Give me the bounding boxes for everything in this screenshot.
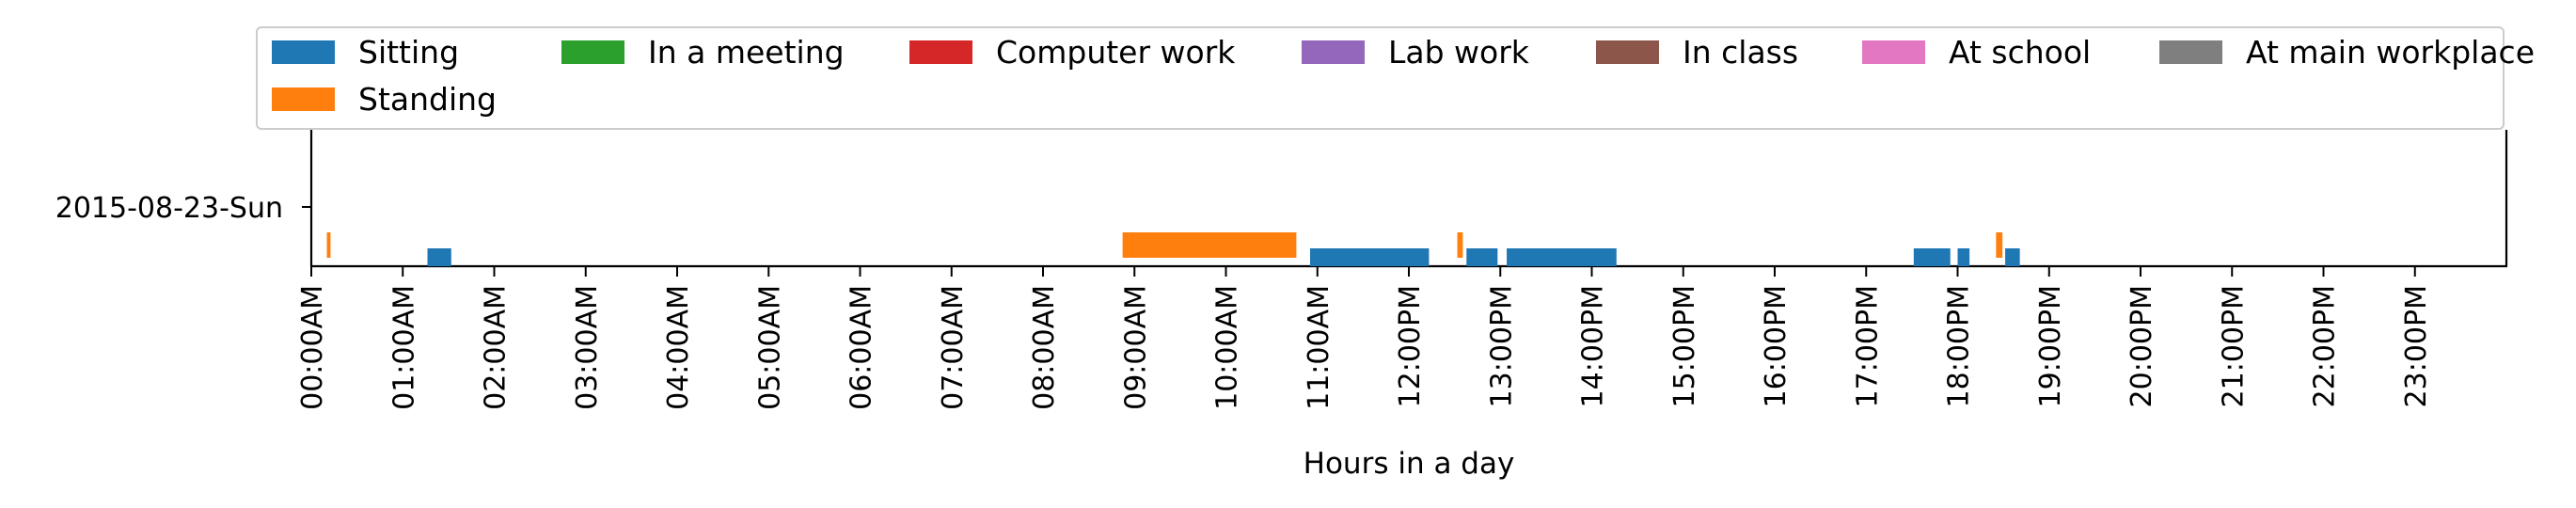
x-tick-label: 05:00AM	[753, 285, 786, 410]
legend-swatch	[272, 87, 335, 111]
x-tick-label: 15:00PM	[1668, 285, 1701, 407]
y-axis: 2015-08-23-Sun	[55, 192, 311, 225]
legend-item-in-class: In class	[1596, 34, 1798, 71]
x-tick-label: 14:00PM	[1577, 285, 1610, 407]
x-tick-label: 08:00AM	[1028, 285, 1061, 410]
plot-frame	[309, 130, 2508, 268]
activity-bar-standing	[326, 232, 331, 258]
legend-item-at-main-workplace: At main workplace	[2159, 34, 2535, 71]
legend-label: Sitting	[358, 34, 459, 71]
x-tick-label: 22:00PM	[2309, 285, 2342, 407]
x-tick-label: 02:00AM	[480, 285, 513, 410]
legend-swatch	[909, 40, 972, 64]
x-tick-label: 06:00AM	[845, 285, 878, 410]
legend-label: Computer work	[996, 34, 1236, 71]
x-tick-label: 18:00PM	[1943, 285, 1976, 407]
legend-item-at-school: At school	[1862, 34, 2091, 71]
x-tick-label: 07:00AM	[937, 285, 970, 410]
legend-item-in-a-meeting: In a meeting	[561, 34, 845, 71]
legend-label: Lab work	[1388, 34, 1530, 71]
activity-bars	[326, 232, 2020, 266]
x-tick-label: 20:00PM	[2126, 285, 2158, 407]
legend-swatch	[561, 40, 624, 64]
x-tick-label: 01:00AM	[387, 285, 420, 410]
activity-bar-sitting	[427, 248, 451, 266]
activity-bar-sitting	[1309, 248, 1430, 266]
legend-swatch	[1302, 40, 1365, 64]
legend-swatch	[2159, 40, 2222, 64]
x-tick-label: 13:00PM	[1485, 285, 1518, 407]
activity-bar-standing	[1122, 232, 1297, 258]
legend-swatch	[1596, 40, 1659, 64]
x-tick-label: 09:00AM	[1119, 285, 1152, 410]
x-tick-label: 03:00AM	[571, 285, 604, 410]
legend-label: In class	[1683, 34, 1798, 71]
x-tick-label: 10:00AM	[1211, 285, 1244, 410]
x-axis: 00:00AM 01:00AM 02:00AM 03:00AM 04:00AM 05:00…	[296, 266, 2433, 410]
legend-label: In a meeting	[648, 34, 845, 71]
activity-bar-sitting	[1957, 248, 1970, 266]
y-tick-label: 2015-08-23-Sun	[55, 192, 283, 225]
activity-bar-sitting	[2005, 248, 2020, 266]
legend-swatch	[1862, 40, 1925, 64]
legend: Sitting In a meeting Computer work Lab work…	[256, 26, 2535, 130]
legend-item-lab-work: Lab work	[1302, 34, 1530, 71]
legend-item-standing: Standing	[272, 81, 497, 118]
legend-label: At school	[1949, 34, 2091, 71]
x-tick-label: 21:00PM	[2217, 285, 2250, 407]
x-axis-label: Hours in a day	[1304, 447, 1515, 481]
activity-bar-sitting	[1507, 248, 1617, 266]
activity-bar-standing	[1996, 232, 2003, 258]
legend-box	[256, 26, 2505, 130]
legend-label: At main workplace	[2246, 34, 2535, 71]
x-tick-label: 16:00PM	[1760, 285, 1793, 407]
x-tick-label: 23:00PM	[2400, 285, 2433, 407]
x-tick-label: 19:00PM	[2034, 285, 2067, 407]
x-tick-label: 04:00AM	[662, 285, 695, 410]
x-tick-label: 11:00AM	[1303, 285, 1335, 410]
activity-bar-sitting	[1466, 248, 1498, 266]
legend-swatch	[272, 40, 335, 64]
x-tick-label: 00:00AM	[296, 285, 329, 410]
x-tick-label: 12:00PM	[1394, 285, 1427, 407]
legend-item-sitting: Sitting	[272, 34, 459, 71]
activity-bar-standing	[1457, 232, 1463, 258]
legend-label: Standing	[358, 81, 497, 118]
legend-item-computer-work: Computer work	[909, 34, 1236, 71]
x-tick-label: 17:00PM	[1851, 285, 1884, 407]
activity-bar-sitting	[1913, 248, 1951, 266]
